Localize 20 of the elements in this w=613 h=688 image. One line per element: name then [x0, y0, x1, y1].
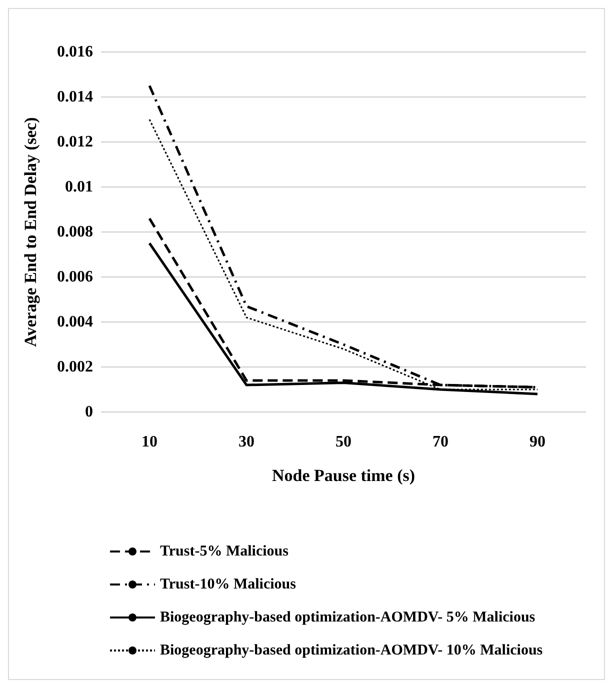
y-tick-label: 0.014 [57, 88, 93, 106]
legend-label: Trust-10% Malicious [160, 576, 296, 592]
y-tick-label: 0.006 [57, 268, 93, 286]
x-tick-label: 10 [142, 434, 158, 450]
y-tick-label: 0.002 [57, 358, 93, 376]
y-tick-label: 0 [85, 404, 93, 420]
x-axis-title: Node Pause time (s) [272, 466, 416, 485]
y-tick-label: 0.01 [65, 178, 93, 196]
x-tick-label: 30 [238, 434, 254, 450]
legend-label: Trust-5% Malicious [160, 544, 289, 560]
x-tick-label: 50 [336, 434, 352, 450]
y-tick-label: 0.008 [57, 224, 93, 240]
y-tick-label: 0.004 [57, 314, 93, 330]
y-tick-label: 0.016 [57, 44, 93, 60]
legend-label: Biogeography-based optimization-AOMDV- 10% Malicious [160, 642, 543, 658]
y-axis-title: Average End to End Delay (sec) [21, 117, 40, 347]
x-tick-label: 70 [432, 434, 448, 450]
legend-label: Biogeography-based optimization-AOMDV- 5% Malicious [160, 610, 536, 626]
x-tick-label: 90 [530, 434, 546, 450]
y-tick-label: 0.012 [57, 134, 93, 150]
